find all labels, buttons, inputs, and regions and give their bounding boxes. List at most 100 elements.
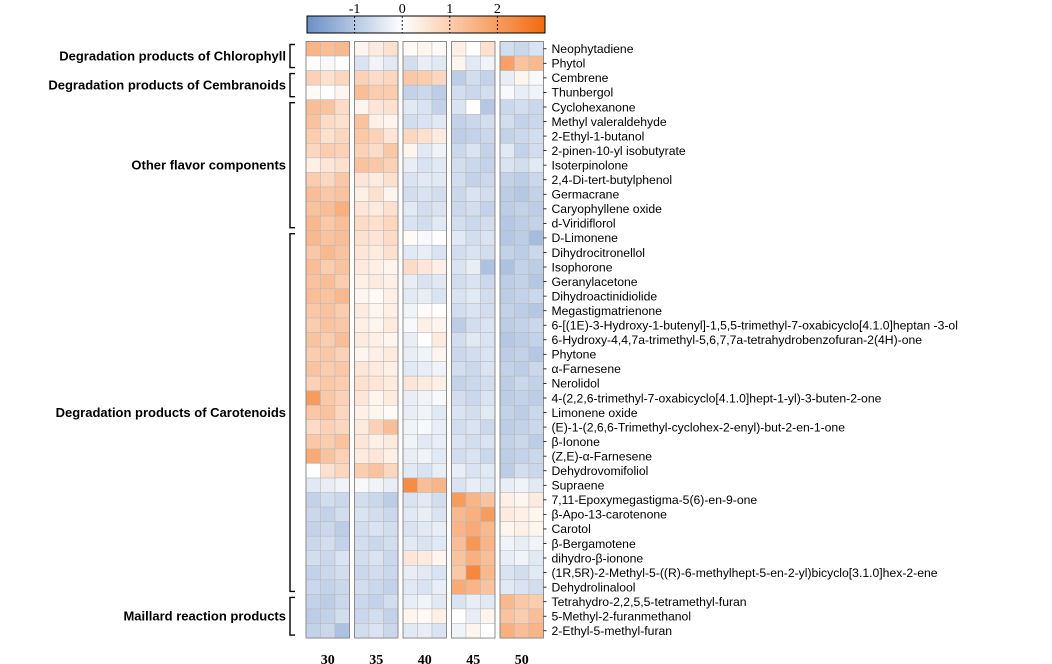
heatmap-cell	[402, 448, 418, 464]
heatmap-cell	[305, 390, 321, 406]
heatmap-cell	[305, 186, 321, 202]
heatmap-cell	[465, 303, 481, 319]
heatmap-cell	[354, 55, 370, 71]
heatmap-cell	[499, 477, 515, 493]
heatmap-cell	[354, 288, 370, 304]
row-label: 2-Ethyl-1-butanol	[552, 129, 645, 143]
heatmap-cell	[431, 332, 447, 348]
heatmap-cell	[383, 244, 399, 260]
row-label: Cyclohexanone	[552, 100, 636, 114]
heatmap-cell	[417, 346, 433, 362]
heatmap-cell	[368, 521, 384, 537]
heatmap-cell	[417, 186, 433, 202]
heatmap-cell	[528, 361, 544, 377]
heatmap-cell	[499, 594, 515, 610]
heatmap-cell	[383, 594, 399, 610]
heatmap-cell	[514, 230, 530, 246]
heatmap-cell	[499, 492, 515, 508]
heatmap-cell	[305, 565, 321, 581]
heatmap-cell	[499, 390, 515, 406]
heatmap-cell	[465, 186, 481, 202]
heatmap-cell	[368, 477, 384, 493]
heatmap-cell	[320, 99, 336, 115]
heatmap-cell	[417, 259, 433, 275]
heatmap-cell	[334, 303, 350, 319]
heatmap-cell	[402, 230, 418, 246]
heatmap-cell	[499, 114, 515, 130]
row-label: Carotol	[552, 522, 591, 536]
heatmap-cell	[431, 463, 447, 479]
heatmap-cell	[402, 390, 418, 406]
heatmap-cell	[480, 579, 496, 595]
heatmap-cell	[499, 84, 515, 100]
heatmap-cell	[305, 579, 321, 595]
heatmap-cell	[368, 186, 384, 202]
heatmap-cell	[368, 463, 384, 479]
heatmap-cell	[480, 477, 496, 493]
heatmap-cell	[431, 361, 447, 377]
heatmap-cell	[305, 506, 321, 522]
heatmap-cell	[480, 143, 496, 159]
heatmap-cell	[451, 215, 467, 231]
heatmap-cell	[417, 128, 433, 144]
heatmap-cell	[383, 565, 399, 581]
heatmap-cell	[417, 506, 433, 522]
heatmap-cell	[320, 448, 336, 464]
heatmap-cell	[514, 288, 530, 304]
heatmap-cell	[305, 419, 321, 435]
heatmap-cell	[354, 594, 370, 610]
heatmap-cell	[451, 114, 467, 130]
heatmap-cell	[334, 448, 350, 464]
heatmap-cell	[402, 317, 418, 333]
heatmap-cell	[465, 143, 481, 159]
heatmap-cell	[514, 84, 530, 100]
heatmap-cell	[465, 565, 481, 581]
heatmap-cell	[402, 143, 418, 159]
row-label: d-Viridiflorol	[552, 217, 616, 231]
heatmap-cell	[402, 186, 418, 202]
heatmap-cell	[499, 317, 515, 333]
heatmap-cell	[417, 361, 433, 377]
heatmap-cell	[354, 274, 370, 290]
heatmap-cell	[431, 259, 447, 275]
heatmap-cell	[383, 70, 399, 86]
heatmap-cell	[431, 506, 447, 522]
heatmap-cell	[383, 375, 399, 391]
heatmap-cell	[334, 143, 350, 159]
heatmap-cell	[383, 201, 399, 217]
heatmap-cell	[431, 390, 447, 406]
heatmap-cell	[499, 535, 515, 552]
heatmap-cell	[480, 419, 496, 435]
heatmap-cell	[480, 55, 496, 71]
heatmap-cell	[465, 201, 481, 217]
heatmap-cell	[368, 594, 384, 610]
row-label: Isoterpinolone	[552, 158, 629, 172]
heatmap-cell	[383, 128, 399, 144]
heatmap-cell	[465, 463, 481, 479]
heatmap-cell	[514, 259, 530, 275]
heatmap-cell	[528, 128, 544, 144]
row-label: β-Ionone	[552, 435, 601, 449]
heatmap-cell	[383, 521, 399, 537]
heatmap-cell	[431, 157, 447, 173]
heatmap-cell	[431, 172, 447, 188]
heatmap-cell	[320, 594, 336, 610]
column-label: 35	[369, 653, 383, 664]
heatmap-cell	[354, 143, 370, 159]
heatmap-cell	[320, 375, 336, 391]
heatmap-cell	[354, 128, 370, 144]
heatmap-cell	[320, 434, 336, 450]
heatmap-cell	[499, 550, 515, 566]
heatmap-cell	[514, 463, 530, 479]
heatmap-cell	[334, 492, 350, 508]
heatmap-cell	[320, 565, 336, 581]
heatmap-cell	[417, 375, 433, 391]
heatmap-cell	[499, 215, 515, 231]
heatmap-cell	[320, 215, 336, 231]
heatmap-cell	[334, 608, 350, 624]
heatmap-cell	[480, 114, 496, 130]
heatmap-cell	[480, 506, 496, 522]
heatmap-cell	[354, 303, 370, 319]
heatmap-cell	[431, 84, 447, 100]
heatmap-cell	[451, 492, 467, 508]
